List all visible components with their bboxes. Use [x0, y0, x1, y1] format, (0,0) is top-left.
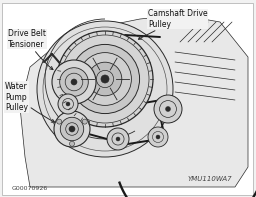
Circle shape — [88, 62, 122, 96]
Circle shape — [70, 45, 140, 113]
Circle shape — [57, 31, 153, 127]
Circle shape — [79, 53, 131, 105]
Circle shape — [57, 119, 62, 124]
Text: YMU110WA7: YMU110WA7 — [188, 176, 232, 182]
Circle shape — [37, 21, 173, 157]
Circle shape — [101, 75, 109, 83]
Circle shape — [156, 135, 160, 139]
Circle shape — [54, 111, 90, 147]
Circle shape — [165, 107, 170, 112]
Circle shape — [82, 119, 87, 124]
Circle shape — [69, 141, 74, 146]
Circle shape — [148, 127, 168, 147]
Circle shape — [154, 95, 182, 123]
Circle shape — [52, 60, 96, 104]
Circle shape — [60, 117, 84, 141]
Polygon shape — [20, 15, 248, 187]
Text: G00070926: G00070926 — [12, 187, 48, 191]
Circle shape — [66, 102, 70, 106]
Text: Camshaft Drive
Pulley: Camshaft Drive Pulley — [138, 9, 208, 39]
Circle shape — [116, 137, 120, 141]
Text: Drive Belt
Tensioner: Drive Belt Tensioner — [8, 29, 53, 70]
Circle shape — [60, 68, 88, 96]
Circle shape — [107, 128, 129, 150]
Circle shape — [69, 126, 75, 132]
Text: Water
Pump
Pulley: Water Pump Pulley — [5, 82, 55, 122]
Circle shape — [58, 94, 78, 114]
Circle shape — [71, 79, 77, 85]
